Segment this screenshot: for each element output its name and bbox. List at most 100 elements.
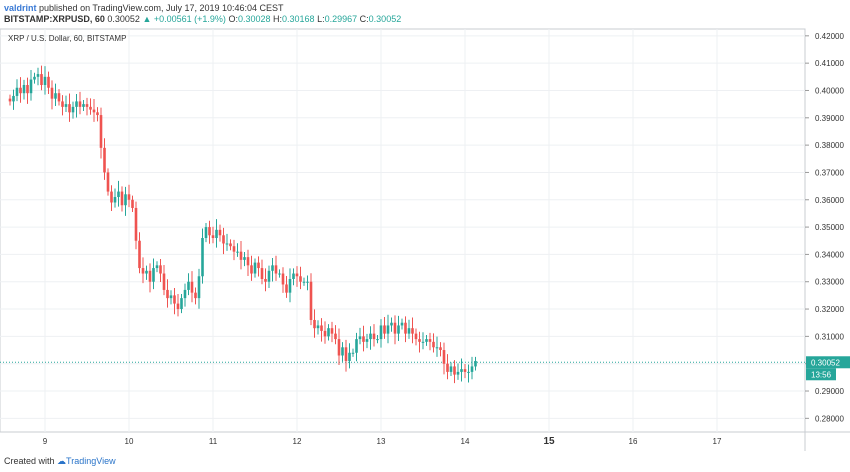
created-with: Created with [4, 456, 55, 466]
candle-body [180, 298, 183, 310]
candle-body [274, 265, 278, 274]
tradingview-brand[interactable]: TradingView [66, 456, 116, 466]
candle-body [89, 106, 92, 110]
candle-body [148, 270, 152, 282]
publish-line: valdrint published on TradingView.com, J… [4, 3, 284, 13]
candle-body [103, 147, 106, 173]
candle-body [313, 319, 316, 329]
candle-body [50, 87, 54, 99]
author-name[interactable]: valdrint [4, 3, 37, 13]
open-label: O: [228, 14, 238, 24]
y-tick-label: 0.42000 [815, 32, 844, 41]
tradingview-logo-icon[interactable]: ☁ [57, 456, 67, 466]
candle-body [47, 76, 50, 88]
candle-body [446, 363, 449, 372]
countdown-tag [806, 368, 836, 381]
candle-body [302, 281, 306, 283]
candle-body [8, 98, 12, 102]
low-label: L: [317, 14, 325, 24]
candle-body [239, 251, 243, 260]
y-tick-label: 0.28000 [815, 414, 844, 423]
y-tick-label: 0.39000 [815, 114, 844, 123]
candle-body [323, 330, 327, 337]
candle-body [379, 325, 383, 340]
candle-body [330, 328, 334, 334]
candle-body [152, 268, 155, 282]
candle-body [407, 328, 411, 334]
candle-body [57, 93, 61, 102]
candle-body [348, 352, 351, 361]
footer: Created with ☁TradingView [4, 456, 116, 467]
candle-body [229, 243, 232, 247]
x-tick-label: 15 [543, 436, 555, 447]
symbol-line: BITSTAMP:XRPUSD, 60 0.30052 ▲ +0.00561 (… [4, 14, 401, 24]
x-tick-label: 11 [209, 437, 218, 446]
candle-body [386, 325, 390, 334]
candle-body [453, 366, 456, 375]
candle-body [376, 339, 379, 341]
candle-body [43, 76, 47, 86]
candle-body [439, 347, 442, 351]
candle-body [64, 104, 68, 107]
candle-body [120, 191, 124, 206]
low-value: 0.29967 [324, 14, 358, 24]
x-tick-label: 13 [377, 437, 386, 446]
y-tick-label: 0.32000 [815, 305, 844, 314]
candle-body [218, 229, 222, 236]
y-tick-label: 0.34000 [815, 250, 844, 259]
x-tick-label: 10 [125, 437, 134, 446]
candle-body [250, 265, 253, 274]
chart-title: XRP / U.S. Dollar, 60, BITSTAMP [8, 34, 126, 43]
candle-body [372, 333, 376, 340]
candle-body [306, 281, 309, 283]
change-up-icon: ▲ [142, 14, 152, 24]
candle-body [155, 265, 159, 269]
candle-body [278, 273, 281, 275]
candle-body [435, 347, 439, 349]
candle-body [19, 87, 22, 94]
candle-body [166, 289, 169, 299]
candle-body [211, 235, 215, 239]
candle-body [260, 268, 264, 279]
candle-body [183, 289, 187, 299]
candle-body [169, 295, 173, 299]
x-tick-label: 12 [293, 437, 302, 446]
candle-body [355, 339, 358, 353]
candle-body [456, 371, 460, 375]
candle-body [421, 341, 425, 343]
candle-body [246, 257, 250, 266]
candle-body [99, 115, 103, 148]
candle-body [292, 273, 295, 279]
candle-body [75, 101, 78, 107]
candle-body [204, 227, 208, 239]
symbol-name: BITSTAMP:XRPUSD, 60 [4, 14, 105, 24]
candle-body [173, 295, 176, 304]
candle-body [390, 322, 393, 326]
candle-body [474, 360, 477, 367]
candle-body [113, 197, 117, 203]
candle-body [187, 281, 190, 290]
change-value: +0.00561 (+1.9%) [153, 14, 226, 24]
y-tick-label: 0.38000 [815, 141, 844, 150]
candle-body [334, 333, 337, 340]
candle-body [320, 325, 323, 331]
candle-body [463, 369, 467, 372]
candle-body [40, 74, 43, 86]
high-value: 0.30168 [282, 14, 315, 24]
candle-body [96, 112, 99, 116]
candle-body [134, 207, 138, 241]
candle-body [358, 336, 362, 340]
candle-body [362, 336, 365, 342]
candle-body [351, 352, 355, 354]
candle-body [92, 109, 96, 113]
candle-body [85, 104, 89, 107]
candle-body [124, 194, 127, 206]
x-tick-label: 16 [629, 437, 638, 446]
candle-body [428, 339, 432, 342]
candle-body [404, 322, 407, 334]
candle-body [271, 265, 274, 271]
candle-body [22, 85, 26, 94]
candle-body [327, 328, 330, 337]
close-label: C: [359, 14, 369, 24]
